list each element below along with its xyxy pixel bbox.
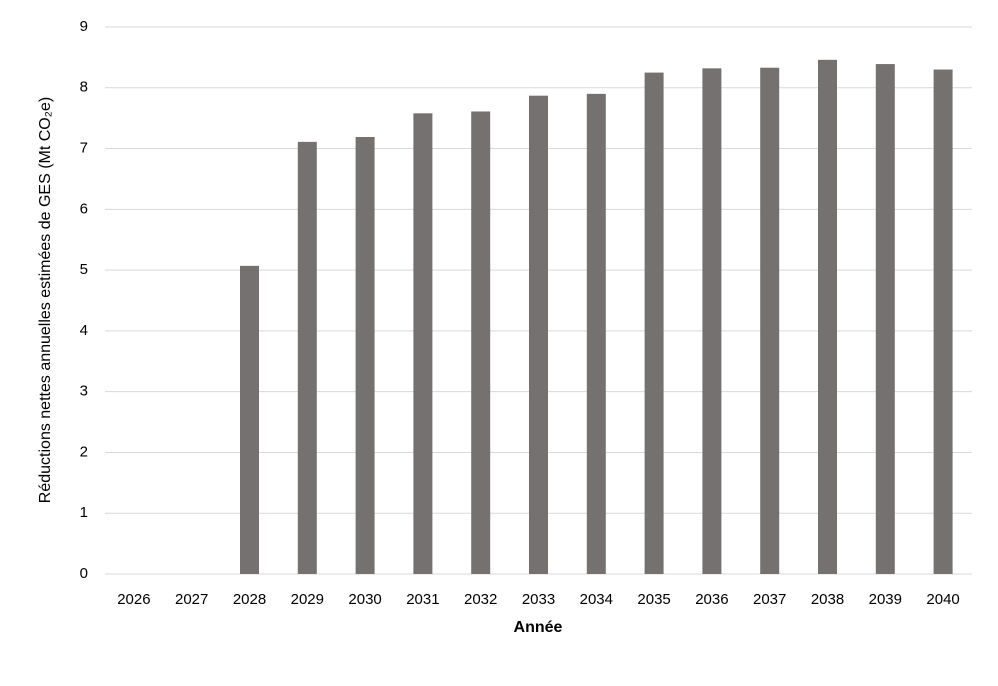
- bar: [240, 265, 259, 574]
- y-tick-label: 0: [80, 565, 88, 582]
- bar: [760, 67, 780, 575]
- x-tick-label: 2027: [175, 591, 208, 608]
- bar: [413, 113, 433, 574]
- x-tick-label: 2031: [406, 591, 439, 608]
- x-tick-label: 2036: [695, 591, 728, 608]
- y-tick-label: 9: [80, 18, 88, 35]
- x-tick-label: 2028: [233, 591, 266, 608]
- x-tick-label: 2032: [464, 591, 497, 608]
- x-tick-label: 2034: [580, 591, 613, 608]
- y-tick-label: 4: [80, 322, 88, 339]
- y-tick-label: 2: [80, 443, 88, 460]
- bar: [297, 141, 317, 574]
- bar: [702, 68, 722, 574]
- x-tick-label: 2029: [291, 591, 324, 608]
- x-tick-label: 2040: [926, 591, 959, 608]
- bar: [875, 64, 895, 574]
- x-tick-label: 2038: [811, 591, 844, 608]
- bar: [586, 93, 606, 574]
- y-tick-label: 7: [80, 140, 88, 157]
- y-tick-label: 8: [80, 79, 88, 96]
- x-tick-label: 2033: [522, 591, 555, 608]
- y-axis-title: Réductions nettes annuelles estimées de …: [37, 97, 54, 503]
- bar: [355, 137, 375, 574]
- bar: [818, 59, 837, 574]
- y-tick-label: 6: [80, 200, 88, 217]
- y-tick-label: 1: [80, 504, 88, 521]
- x-tick-label: 2026: [117, 591, 150, 608]
- bar: [644, 72, 664, 574]
- x-tick-label: 2037: [753, 591, 786, 608]
- x-tick-label: 2035: [637, 591, 670, 608]
- y-tick-label: 5: [80, 261, 88, 278]
- x-tick-label: 2039: [869, 591, 902, 608]
- x-axis-title: Année: [514, 619, 563, 636]
- bar: [933, 69, 953, 575]
- bar: [471, 111, 491, 574]
- y-tick-label: 3: [80, 383, 88, 400]
- x-tick-label: 2030: [348, 591, 381, 608]
- bar: [529, 95, 548, 574]
